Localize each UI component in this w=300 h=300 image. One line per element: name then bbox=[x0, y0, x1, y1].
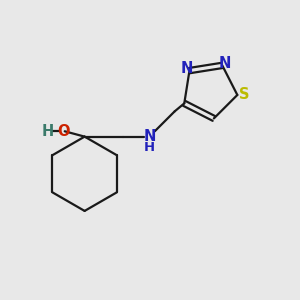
Text: H: H bbox=[42, 124, 54, 139]
Text: S: S bbox=[238, 88, 249, 103]
Text: O: O bbox=[58, 124, 70, 139]
Text: N: N bbox=[181, 61, 193, 76]
Text: N: N bbox=[143, 129, 156, 144]
Text: N: N bbox=[218, 56, 231, 71]
Text: H: H bbox=[144, 141, 155, 154]
